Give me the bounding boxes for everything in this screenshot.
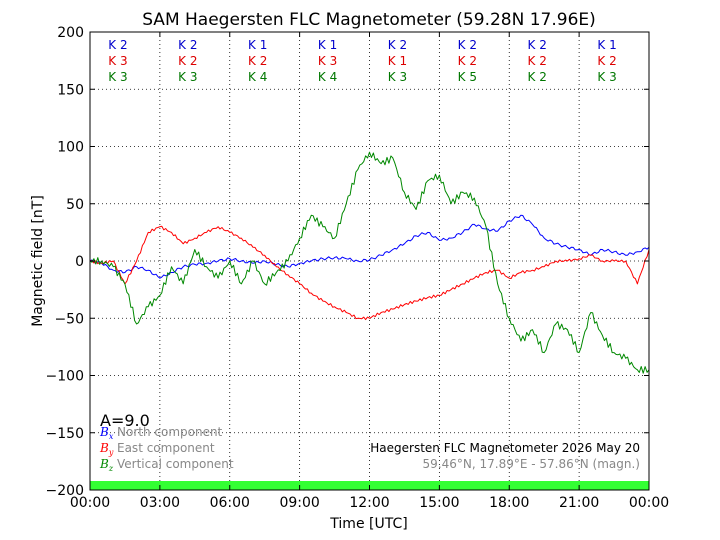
y-tick-label: 150	[57, 82, 84, 98]
y-tick-label: 100	[57, 140, 84, 156]
k-index-value: K 2	[528, 38, 547, 52]
x-tick-label: 00:00	[629, 495, 669, 511]
k-index-value: K 3	[108, 54, 127, 68]
x-tick-label: 00:00	[70, 495, 110, 511]
legend-vertical-symbol: Bz	[99, 457, 114, 473]
k-index-value: K 4	[318, 70, 337, 84]
legend-east-symbol: By	[99, 441, 114, 457]
legend-north-label: North component	[117, 425, 223, 439]
k-index-value: K 2	[528, 54, 547, 68]
x-tick-label: 12:00	[349, 495, 389, 511]
k-index-value: K 2	[597, 54, 616, 68]
x-tick-label: 09:00	[279, 495, 319, 511]
legend: Bx North component By East component Bz …	[99, 425, 234, 473]
y-tick-label: −100	[46, 369, 84, 385]
legend-east-label: East component	[117, 441, 215, 455]
k-index-value: K 1	[248, 38, 267, 52]
k-index-value: K 1	[597, 38, 616, 52]
y-tick-label: −200	[46, 483, 84, 499]
k-index-table: K 2 K 2 K 1 K 1 K 2 K 2 K 2 K 1 K 3 K 2 K 2 K 3 K 1 K…	[108, 38, 616, 84]
x-tick-label: 06:00	[210, 495, 250, 511]
k-index-value: K 2	[528, 70, 547, 84]
x-axis-label: Time [UTC]	[329, 516, 407, 532]
legend-vertical-label: Vertical component	[117, 457, 234, 471]
x-tick-label: 18:00	[489, 495, 529, 511]
legend-north-symbol: Bx	[99, 425, 114, 441]
series-layer	[89, 151, 650, 374]
axis-ticks: 00:00 03:00 06:00 09:00 12:00 15:00 18:00 21:00…	[46, 25, 670, 511]
activity-index: A=9.0	[100, 411, 150, 430]
k-index-value: K 3	[388, 70, 407, 84]
k-index-value: K 1	[388, 54, 407, 68]
k-index-value: K 2	[388, 38, 407, 52]
y-tick-label: 50	[66, 197, 84, 213]
x-tick-label: 15:00	[419, 495, 459, 511]
x-tick-label: 21:00	[559, 495, 599, 511]
k-index-value: K 2	[108, 38, 127, 52]
k-index-value: K 3	[108, 70, 127, 84]
k-index-value: K 5	[458, 70, 477, 84]
x-tick-label: 03:00	[140, 495, 180, 511]
north-component-line	[89, 214, 650, 279]
k-index-value: K 2	[248, 54, 267, 68]
k-index-value: K 3	[597, 70, 616, 84]
grid-lines	[90, 32, 649, 490]
east-component-line	[89, 225, 650, 321]
coordinates-label: 59.46°N, 17.89°E - 57.86°N (magn.)	[423, 457, 640, 471]
y-tick-label: −150	[46, 426, 84, 442]
y-tick-label: 0	[75, 254, 84, 270]
y-axis-label: Magnetic field [nT]	[30, 195, 46, 327]
k-index-value: K 2	[458, 54, 477, 68]
k-index-value: K 2	[458, 38, 477, 52]
k-index-value: K 4	[248, 70, 267, 84]
vertical-component-line	[89, 151, 650, 374]
k-index-value: K 1	[318, 38, 337, 52]
k-index-value: K 2	[178, 54, 197, 68]
station-label: Haegersten FLC Magnetometer 2026 May 20	[370, 441, 640, 455]
k-index-value: K 3	[318, 54, 337, 68]
y-tick-label: 200	[57, 25, 84, 41]
k-index-value: K 2	[178, 38, 197, 52]
chart-title: SAM Haegersten FLC Magnetometer (59.28N …	[142, 10, 596, 30]
k-index-value: K 3	[178, 70, 197, 84]
y-tick-label: −50	[54, 311, 84, 327]
